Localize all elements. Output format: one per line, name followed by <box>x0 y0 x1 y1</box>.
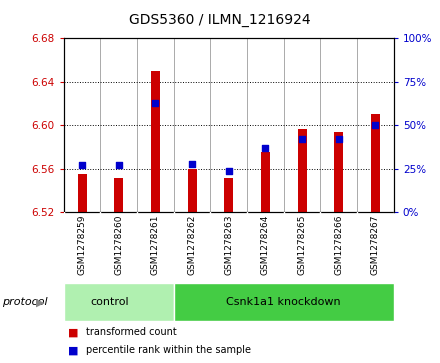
Bar <box>77 174 87 212</box>
Point <box>335 136 342 142</box>
Text: GSM1278267: GSM1278267 <box>371 215 380 275</box>
Bar <box>371 114 380 212</box>
Bar <box>64 283 174 321</box>
Text: ▶: ▶ <box>36 297 44 307</box>
Text: GSM1278263: GSM1278263 <box>224 215 233 275</box>
Point <box>189 161 196 167</box>
Text: Csnk1a1 knockdown: Csnk1a1 knockdown <box>227 297 341 307</box>
Bar <box>261 152 270 212</box>
Text: GSM1278261: GSM1278261 <box>151 215 160 275</box>
Point <box>262 145 269 151</box>
Point <box>299 136 306 142</box>
Point <box>115 162 122 168</box>
Bar <box>174 283 394 321</box>
Text: ■: ■ <box>68 345 79 355</box>
Point <box>79 162 86 168</box>
Text: GSM1278265: GSM1278265 <box>297 215 307 275</box>
Point <box>372 122 379 128</box>
Text: GSM1278259: GSM1278259 <box>77 215 87 275</box>
Text: transformed count: transformed count <box>86 327 176 337</box>
Bar <box>187 169 197 212</box>
Point <box>152 100 159 106</box>
Text: protocol: protocol <box>2 297 48 307</box>
Text: GSM1278264: GSM1278264 <box>261 215 270 275</box>
Text: GDS5360 / ILMN_1216924: GDS5360 / ILMN_1216924 <box>129 13 311 27</box>
Bar <box>334 132 343 212</box>
Bar <box>297 129 307 212</box>
Text: percentile rank within the sample: percentile rank within the sample <box>86 345 251 355</box>
Point <box>225 168 232 174</box>
Text: GSM1278260: GSM1278260 <box>114 215 123 275</box>
Text: control: control <box>90 297 129 307</box>
Bar <box>224 178 233 212</box>
Text: GSM1278266: GSM1278266 <box>334 215 343 275</box>
Bar <box>151 71 160 212</box>
Bar <box>114 178 123 212</box>
Text: ■: ■ <box>68 327 79 337</box>
Text: GSM1278262: GSM1278262 <box>187 215 197 275</box>
